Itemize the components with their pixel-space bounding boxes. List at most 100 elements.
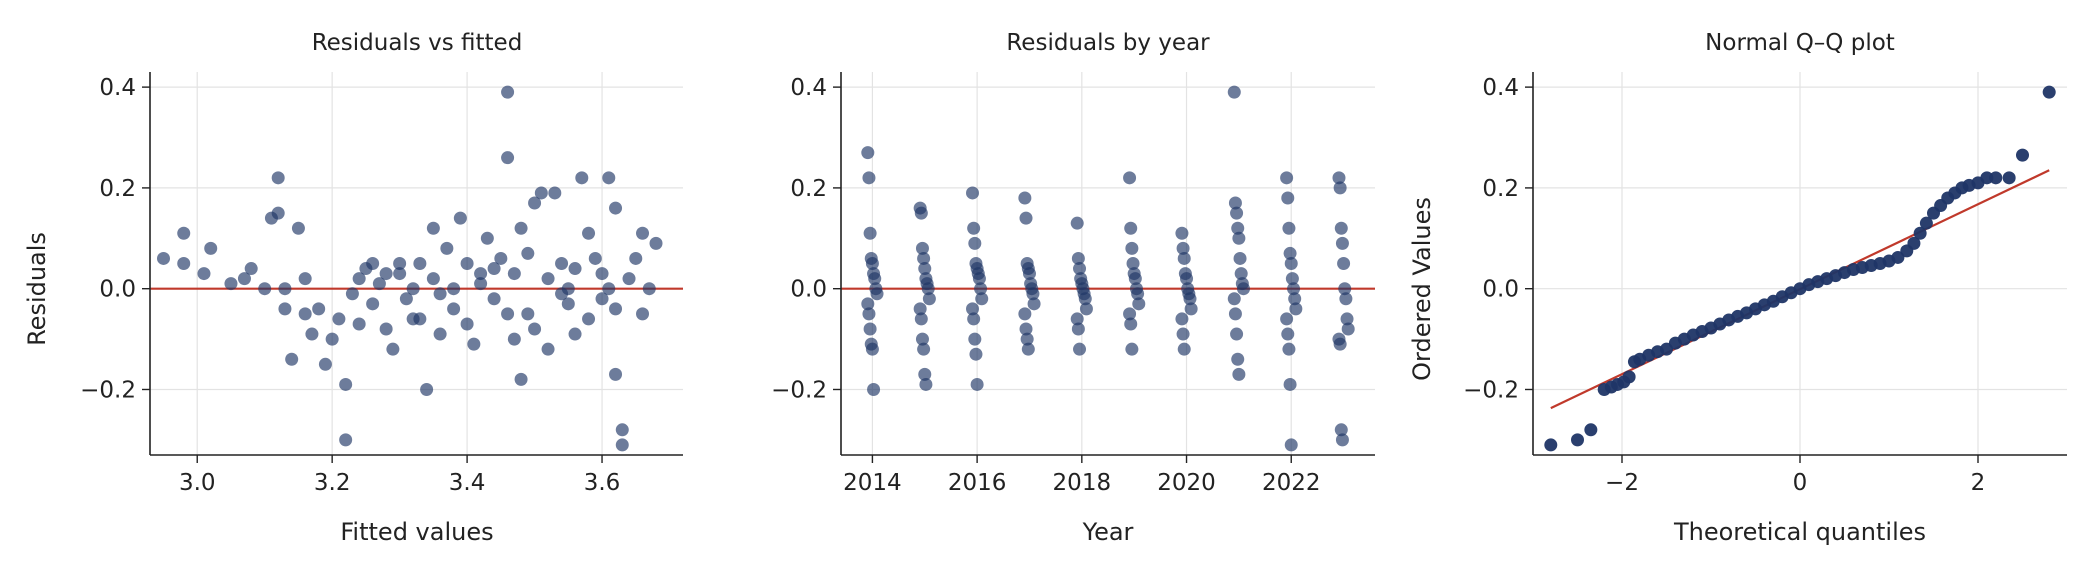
data-point (914, 312, 928, 326)
data-point (460, 257, 474, 270)
data-point (1070, 312, 1084, 326)
data-point (1339, 292, 1353, 306)
data-point (514, 372, 528, 386)
data-point (420, 382, 434, 396)
data-point (1544, 438, 1558, 452)
data-point (501, 307, 515, 321)
data-point (1335, 236, 1349, 250)
data-point (1980, 171, 1994, 185)
data-point (1280, 171, 1294, 185)
data-point (521, 246, 535, 260)
data-point (177, 226, 191, 240)
data-point (1175, 312, 1189, 326)
x-tick-label: 2016 (948, 470, 1007, 496)
data-point (507, 332, 521, 346)
data-point (1289, 302, 1303, 316)
data-point (1282, 342, 1296, 356)
data-point (1622, 370, 1636, 384)
data-point (2002, 171, 2016, 185)
data-point (609, 302, 623, 316)
data-point (501, 85, 515, 99)
data-point (602, 282, 616, 296)
data-point (366, 297, 380, 311)
x-tick-label: 2018 (1053, 470, 1112, 496)
data-point (1234, 267, 1248, 281)
data-point (1332, 171, 1346, 185)
data-point (514, 221, 528, 235)
data-point (298, 307, 312, 321)
data-point (1123, 307, 1137, 321)
data-point (1073, 342, 1087, 356)
data-point (636, 226, 650, 240)
data-point (1132, 297, 1146, 311)
data-point (2016, 148, 2029, 162)
data-point (1180, 272, 1194, 286)
data-point (1019, 322, 1033, 336)
chart-title: Normal Q–Q plot (1705, 30, 1895, 56)
data-point (966, 302, 980, 316)
y-tick-label: 0.4 (790, 75, 827, 101)
axis-spines (1532, 72, 2067, 456)
data-point (440, 241, 454, 255)
data-point (433, 287, 447, 301)
data-point (1228, 196, 1242, 210)
data-point (379, 267, 393, 281)
y-axis-label: Ordered Values (1408, 197, 1436, 381)
data-point (1228, 307, 1242, 321)
x-tick-label: 3.0 (179, 470, 216, 496)
data-point (1333, 337, 1347, 351)
data-point (197, 267, 211, 281)
data-point (921, 282, 935, 296)
data-point (1284, 257, 1298, 270)
axis-spines (840, 72, 1375, 456)
data-point (1280, 312, 1294, 326)
data-point (967, 221, 981, 235)
data-point (1282, 221, 1296, 235)
data-point (521, 307, 535, 321)
data-point (244, 262, 258, 276)
data-point (237, 272, 251, 286)
data-point (426, 272, 440, 286)
axis-ticks: 2014 2016 2018 2020 2022 −0.2 0.0 0.2 0.4 (771, 75, 1320, 496)
data-point (291, 221, 305, 235)
y-tick-label: 0.2 (790, 176, 827, 202)
data-point (595, 267, 609, 281)
data-point (224, 277, 238, 291)
data-point (609, 201, 623, 215)
data-point (1131, 287, 1145, 301)
data-point (1334, 423, 1348, 437)
x-tick-label: 0 (1793, 470, 1808, 496)
data-point (968, 332, 982, 346)
data-point (487, 262, 501, 276)
data-point (278, 282, 292, 296)
data-point (1176, 327, 1190, 341)
chart-title: Residuals vs fitted (312, 30, 523, 56)
data-points (1544, 85, 2056, 452)
data-point (1907, 236, 1921, 250)
data-point (393, 257, 407, 270)
data-point (1233, 251, 1247, 265)
data-point (447, 302, 461, 316)
data-point (1227, 85, 1241, 99)
data-point (406, 312, 420, 326)
data-point (1285, 272, 1299, 286)
data-point (1281, 327, 1295, 341)
data-point (1184, 302, 1198, 316)
data-point (575, 171, 589, 185)
x-tick-label: 2022 (1262, 470, 1321, 496)
x-tick-label: 2014 (843, 470, 902, 496)
data-point (1227, 292, 1241, 306)
axis-spines (149, 72, 683, 456)
data-point (1183, 292, 1197, 306)
data-point (541, 272, 555, 286)
data-point (1123, 171, 1137, 185)
data-point (967, 312, 981, 326)
data-point (1230, 327, 1244, 341)
data-point (863, 226, 877, 240)
data-point (501, 151, 515, 165)
data-point (870, 287, 884, 301)
data-point (1018, 307, 1032, 321)
data-point (548, 186, 562, 200)
data-point (862, 307, 876, 321)
